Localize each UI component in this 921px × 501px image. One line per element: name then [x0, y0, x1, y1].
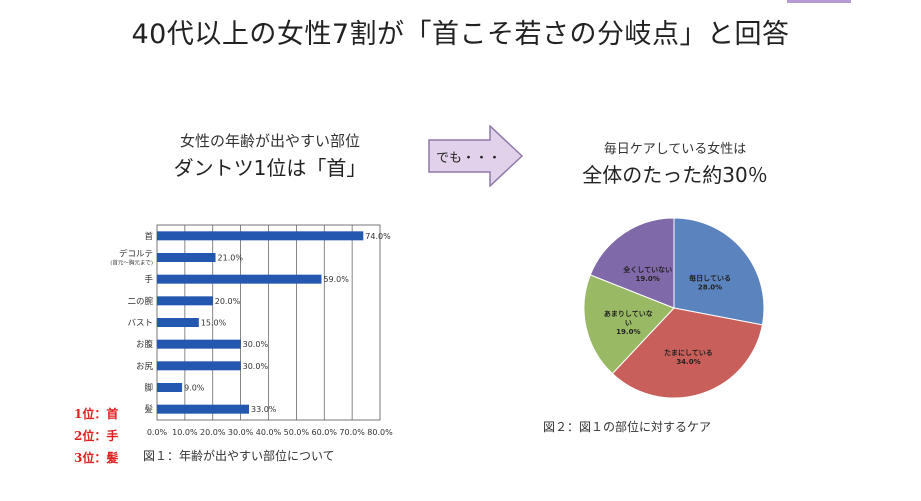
left-caption-line2: ダントツ1位は「首」: [173, 156, 367, 180]
pie-slice-label: あまりしていな: [604, 309, 653, 318]
x-tick-label: 40.0%: [256, 428, 282, 437]
pie-slice-label: たまにしている: [664, 348, 713, 357]
pie-slice-label: 全くしていない: [622, 265, 672, 274]
bar-value-label: 59.0%: [323, 275, 349, 284]
pie-slice: [589, 217, 675, 309]
arrow-label: でも・・・: [436, 151, 502, 166]
pie-slice: [611, 307, 763, 399]
bar-value-label: 33.0%: [251, 405, 277, 414]
pie-value-label: 34.0%: [676, 358, 700, 366]
bar: [157, 253, 216, 262]
figure2-caption: 図２：図１の部位に対するケア: [543, 420, 712, 434]
bar-value-label: 30.0%: [243, 340, 269, 349]
x-tick-label: 20.0%: [200, 428, 226, 437]
bar: [157, 231, 364, 241]
rank-1: 1位：首: [74, 407, 119, 421]
x-tick-label: 50.0%: [284, 428, 310, 437]
category-label: 脚: [144, 383, 153, 394]
bar: [157, 404, 249, 414]
bar: [157, 383, 183, 392]
x-tick-label: 10.0%: [172, 428, 198, 437]
bar-value-label: 15.0%: [201, 319, 227, 328]
left-caption-line1: 女性の年齢が出やすい部位: [179, 132, 360, 150]
category-note: (首元～胸元まで): [110, 259, 153, 267]
rank-2: 2位：手: [74, 429, 119, 443]
right-caption-line1: 毎日ケアしている女性は: [603, 142, 747, 157]
x-tick-label: 70.0%: [339, 428, 365, 437]
pie-value-label: 19.0%: [616, 328, 640, 336]
page-title: 40代以上の女性7割が「首こそ若さの分岐点」と回答: [131, 19, 790, 50]
category-label: お腹: [136, 339, 154, 350]
category-label: 髪: [144, 404, 153, 415]
x-tick-label: 80.0%: [367, 428, 393, 437]
right-caption-line2: 全体のたった約30％: [582, 163, 768, 187]
right-arrow-icon: [428, 125, 524, 187]
pie-value-label: 19.0%: [636, 275, 660, 283]
x-tick-label: 0.0%: [147, 428, 168, 437]
bar-value-label: 20.0%: [215, 297, 241, 306]
pie-slice: [673, 217, 765, 326]
pie-slice-label: 毎日している: [689, 274, 731, 283]
pie-slice-label: い: [625, 319, 632, 327]
bar-chart: 0.0% 10.0% 20.0% 30.0% 40.0% 50.0% 60.0% 70.0% 8…: [110, 224, 393, 437]
rank-3: 3位：髪: [74, 451, 119, 465]
pie-value-label: 28.0%: [698, 284, 722, 292]
bar-value-label: 21.0%: [218, 254, 244, 263]
right-caption: 毎日ケアしている女性は 全体のたった約30％: [560, 138, 790, 188]
bar: [157, 274, 322, 284]
bar-value-label: 9.0%: [184, 384, 205, 393]
pie-chart: 毎日している28.0%たまにしている34.0%あまりしていない19.0%全くして…: [583, 217, 765, 399]
category-label: 手: [144, 274, 153, 285]
left-caption: 女性の年齢が出やすい部位 ダントツ1位は「首」: [150, 130, 390, 181]
x-tick-label: 60.0%: [312, 428, 338, 437]
figure1-caption: 図１：年齢が出やすい部位について: [143, 449, 335, 463]
category-label: デコルテ: [119, 249, 153, 260]
corner-tab: [787, 0, 851, 3]
category-label: 首: [144, 231, 153, 242]
bar-value-label: 74.0%: [365, 232, 391, 241]
bar-value-label: 30.0%: [243, 362, 269, 371]
category-label: 二の腕: [127, 296, 153, 307]
category-label: お尻: [136, 362, 154, 372]
x-tick-label: 30.0%: [228, 428, 254, 437]
bar: [157, 296, 213, 306]
bar: [157, 318, 199, 327]
bar: [157, 339, 241, 349]
category-label: バスト: [127, 319, 153, 329]
bar: [157, 361, 241, 371]
